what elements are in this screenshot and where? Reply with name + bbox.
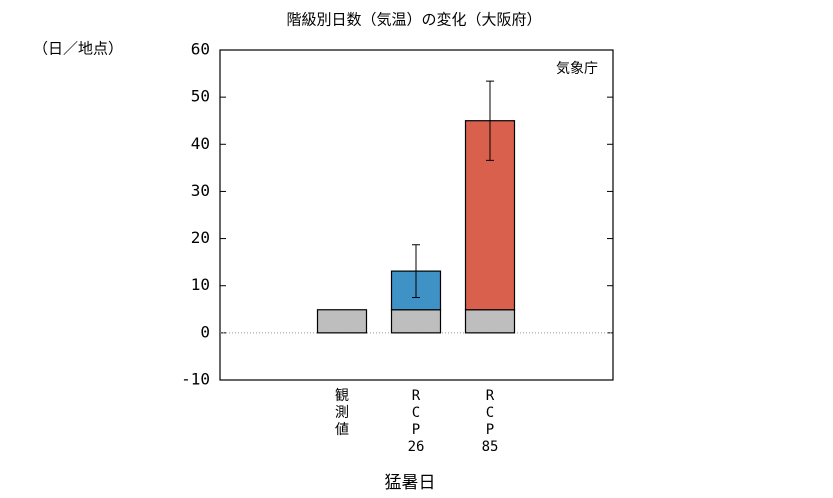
- y-axis-label: （日／地点）: [33, 40, 123, 58]
- x-tick-label: 26: [408, 439, 425, 455]
- bar: [316, 309, 368, 334]
- y-tick-label: -10: [181, 370, 210, 389]
- x-tick-label: R: [486, 388, 495, 404]
- x-tick-label: 85: [482, 439, 499, 455]
- chart-title: 階級別日数（気温）の変化（大阪府）: [286, 11, 541, 29]
- x-axis-label: 猛暑日: [385, 473, 436, 493]
- x-tick-label: 測: [335, 405, 349, 421]
- y-tick-label: 20: [191, 228, 210, 247]
- annotation: 気象庁: [556, 61, 598, 77]
- x-tick-label: C: [486, 405, 494, 421]
- bar: [464, 309, 516, 334]
- x-tick-label: C: [412, 405, 420, 421]
- y-tick-label: 0: [200, 322, 210, 341]
- x-tick-label: 観: [335, 387, 349, 404]
- x-tick-label: 値: [335, 422, 349, 438]
- y-tick-label: 60: [191, 40, 210, 59]
- bar: [390, 309, 442, 334]
- x-tick-label: R: [412, 388, 421, 404]
- y-tick-label: 10: [191, 275, 210, 294]
- y-tick-label: 40: [191, 134, 210, 153]
- error-bar: [412, 244, 420, 298]
- error-bar: [486, 80, 494, 161]
- plot-frame: [219, 49, 614, 381]
- y-tick-label: 50: [191, 87, 210, 106]
- x-tick-label: P: [486, 422, 494, 438]
- y-tick-label: 30: [191, 181, 210, 200]
- x-tick-label: P: [412, 422, 420, 438]
